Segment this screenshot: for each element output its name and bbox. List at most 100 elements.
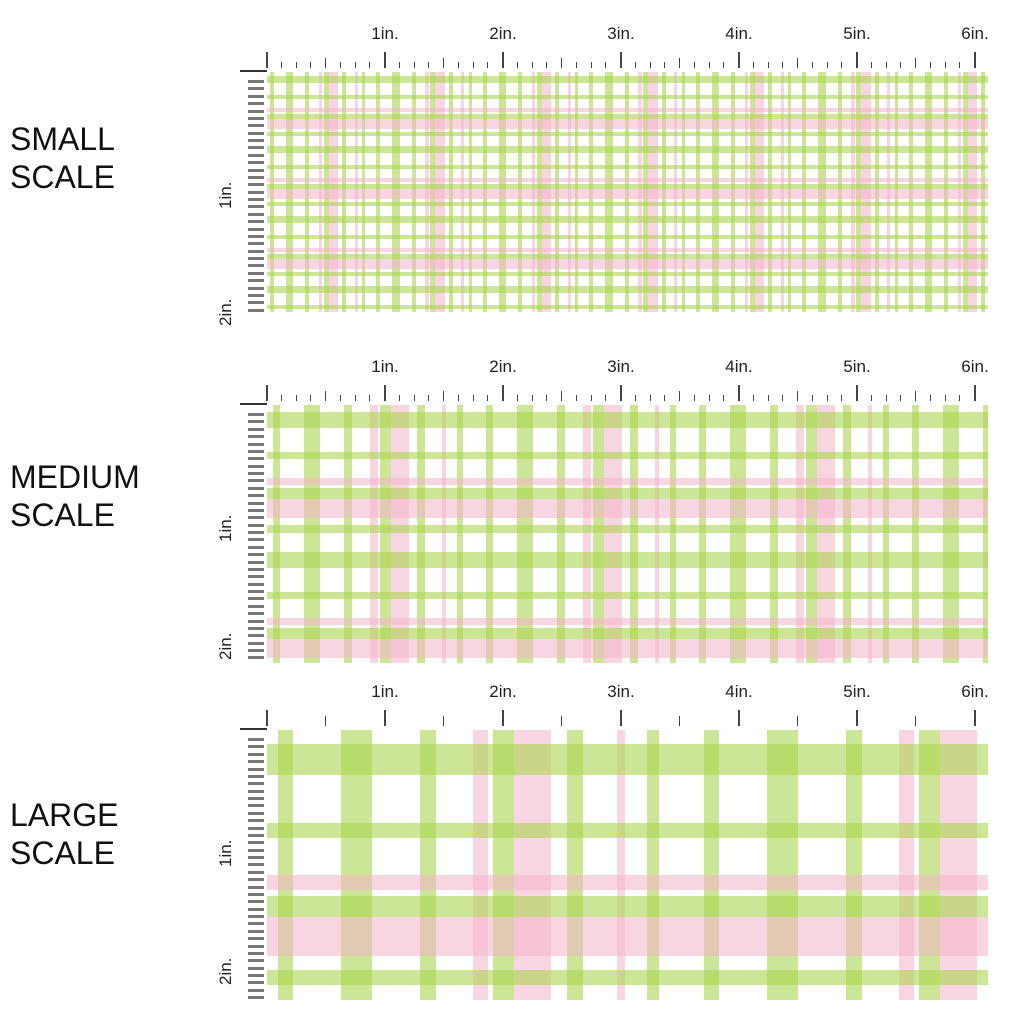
plaid-vertical-stripe	[583, 405, 591, 663]
ruler-tick	[782, 62, 784, 68]
side-ruler-tick	[248, 249, 264, 253]
ruler-tick	[738, 385, 740, 401]
side-ruler-tick	[248, 168, 264, 172]
side-ruler-tick	[248, 878, 264, 882]
scale-label-text: SCALE	[10, 835, 115, 871]
ruler-tick	[797, 58, 798, 68]
plaid-horizontal-stripe	[267, 875, 988, 890]
side-ruler-tick	[248, 109, 264, 113]
ruler-tick	[266, 385, 268, 401]
ruler-tick	[325, 391, 326, 401]
ruler-tick	[413, 395, 415, 401]
side-ruler-tick	[248, 80, 264, 83]
plaid-horizontal-stripe	[267, 248, 988, 252]
plaid-horizontal-stripe	[267, 145, 988, 154]
side-ruler-tick	[248, 308, 264, 312]
ruler-tick	[605, 395, 607, 401]
side-ruler-tick	[248, 227, 264, 231]
ruler-tick	[870, 62, 872, 68]
ruler-tick	[295, 62, 297, 68]
ruler-tick	[620, 52, 622, 68]
ruler-tick	[826, 62, 828, 68]
plaid-vertical-stripe	[417, 405, 425, 663]
plaid-horizontal-stripe	[267, 412, 988, 428]
plaid-horizontal-stripe	[267, 285, 988, 294]
plaid-horizontal-stripe	[267, 525, 988, 533]
ruler-tick	[457, 62, 459, 68]
plaid-vertical-stripe	[655, 405, 659, 663]
plaid-vertical-stripe	[769, 405, 778, 663]
ruler-tick	[929, 62, 931, 68]
side-ruler-tick	[248, 922, 264, 926]
side-ruler-tick	[248, 789, 264, 793]
plaid-horizontal-stripe	[267, 638, 988, 658]
ruler-tick	[325, 716, 326, 726]
side-ruler-origin	[240, 728, 267, 730]
ruler-tick	[516, 62, 518, 68]
side-ruler-tick	[248, 449, 264, 453]
ruler-tick	[708, 395, 710, 401]
plaid-vertical-stripe	[982, 405, 988, 663]
ruler-tick	[546, 395, 548, 401]
ruler-tick	[266, 710, 268, 726]
plaid-horizontal-stripe	[267, 258, 988, 269]
ruler-tick	[443, 391, 444, 401]
plaid-vertical-stripe	[442, 405, 446, 663]
ruler-tick	[915, 391, 916, 401]
side-ruler-tick	[248, 279, 264, 283]
plaid-vertical-stripe	[617, 730, 625, 1000]
side-ruler-tick	[248, 826, 264, 830]
side-ruler-tick	[248, 479, 264, 483]
ruler-tick	[472, 395, 474, 401]
plaid-horizontal-stripe	[267, 628, 988, 639]
side-ruler-tick	[248, 951, 264, 955]
ruler-tick	[929, 395, 931, 401]
ruler-tick	[723, 62, 725, 68]
ruler-tick	[561, 391, 562, 401]
plaid-horizontal-stripe	[267, 113, 988, 119]
side-ruler-tick	[248, 501, 264, 505]
plaid-horizontal-stripe	[267, 498, 988, 518]
side-ruler-tick	[248, 531, 264, 534]
scale-label-text: SCALE	[10, 497, 115, 533]
side-ruler-tick	[248, 915, 264, 918]
side-ruler-tick	[248, 198, 264, 201]
side-ruler-label: 1in.	[216, 839, 235, 868]
side-ruler-tick	[248, 486, 264, 490]
side-ruler-tick	[248, 944, 264, 948]
ruler-tick	[531, 395, 533, 401]
ruler-tick	[325, 58, 326, 68]
side-ruler-tick	[248, 124, 264, 128]
ruler-tick	[885, 395, 887, 401]
side-ruler-tick	[248, 286, 264, 290]
ruler-label: 2in.	[489, 357, 517, 376]
plaid-horizontal-stripe	[267, 744, 988, 775]
plaid-horizontal-stripe	[267, 617, 988, 625]
ruler-tick	[575, 395, 577, 401]
ruler-label: 3in.	[607, 682, 635, 701]
side-ruler-tick	[248, 464, 264, 468]
ruler-tick	[679, 716, 680, 726]
ruler-tick	[339, 62, 341, 68]
ruler-tick	[708, 62, 710, 68]
plaid-horizontal-stripe	[267, 235, 988, 239]
ruler-tick	[649, 62, 651, 68]
plaid-swatch-small	[267, 72, 988, 312]
ruler-tick	[959, 62, 961, 68]
ruler-tick	[487, 395, 489, 401]
ruler-label: 6in.	[961, 357, 989, 376]
ruler-label: 1in.	[371, 682, 399, 701]
side-ruler-tick	[248, 545, 264, 549]
ruler-tick	[767, 395, 769, 401]
plaid-vertical-stripe	[670, 405, 676, 663]
plaid-swatch-large	[267, 730, 988, 1000]
scale-label-medium: MEDIUM SCALE	[10, 458, 140, 534]
side-ruler-label: 1in.	[216, 514, 235, 543]
plaid-horizontal-stripe	[267, 75, 988, 84]
ruler-tick	[664, 62, 666, 68]
ruler-tick	[693, 62, 695, 68]
ruler-tick	[974, 385, 976, 401]
side-ruler-tick	[248, 782, 264, 786]
side-ruler-tick	[248, 738, 264, 741]
top-ruler: 1in. 2in. 3in. 4in. 5in. 6in.	[266, 15, 991, 75]
